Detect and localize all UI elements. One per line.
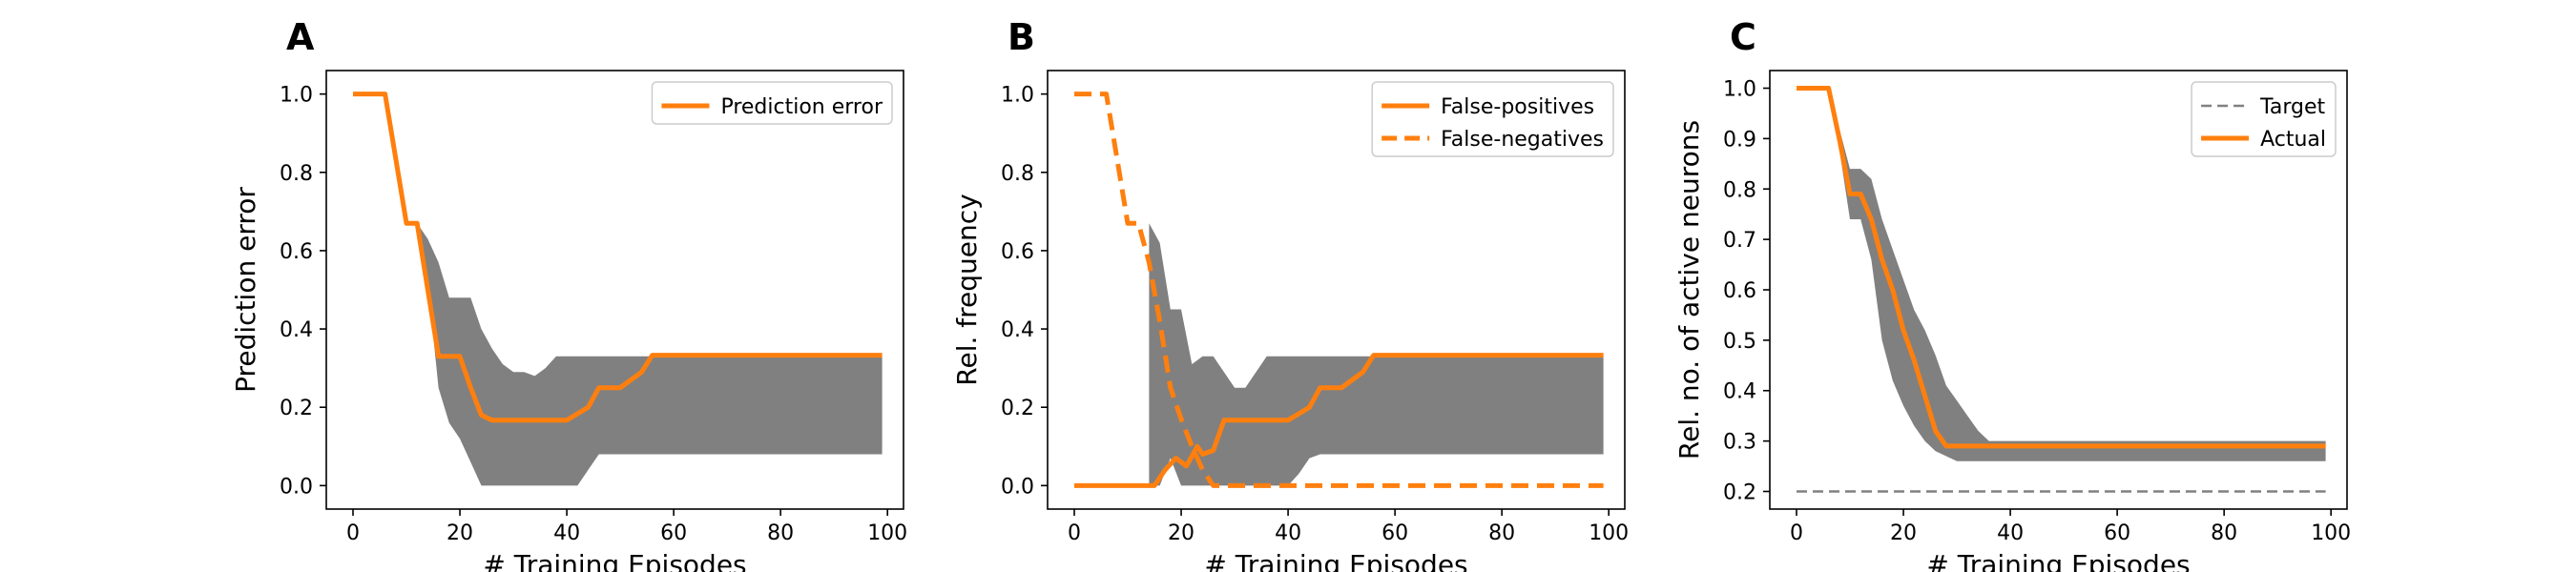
chart-b-x-tick-label: 60 <box>1381 521 1408 545</box>
chart-c-y-tick-label: 0.8 <box>1723 178 1756 202</box>
chart-b-y-tick-label: 0.6 <box>1001 240 1034 264</box>
chart-a-legend-label: Prediction error <box>720 95 883 119</box>
chart-c-y-tick-label: 0.4 <box>1723 380 1756 404</box>
chart-c-x-tick-label: 40 <box>1997 521 2024 545</box>
chart-b-legend: False-positives False-negatives <box>1371 81 1614 157</box>
chart-b-panel-letter: B <box>1008 16 1035 58</box>
chart-b-panel: B 0 20 40 60 80 100 0.0 0.2 0.4 0.6 0.8 1.0 # Trainin… <box>951 16 1629 572</box>
chart-a-y-tick-label: 0.4 <box>280 318 313 342</box>
chart-a-y-tick-label: 0.2 <box>280 397 313 420</box>
chart-b-x-tick-label: 0 <box>1068 521 1081 545</box>
chart-b-legend-label: False-negatives <box>1441 128 1604 152</box>
chart-c-panel: C 0 20 40 60 80 100 0.2 0.3 0.4 0.5 0.6 0.7 0.8 0.9 1.0… <box>1673 16 2351 572</box>
chart-a-axes-frame <box>325 70 904 510</box>
chart-c-y-axis-label: Rel. no. of active neurons <box>1673 120 1705 460</box>
chart-a-x-tick-label: 0 <box>346 521 360 545</box>
chart-a-y-tick-label: 0.6 <box>280 240 313 264</box>
chart-b-y-axis-label: Rel. frequency <box>951 194 983 385</box>
chart-a-y-axis-label: Prediction error <box>230 187 261 393</box>
chart-a-y-tick-label: 1.0 <box>280 84 313 108</box>
chart-c-legend-label: Target <box>2259 95 2325 119</box>
chart-c-legend: Target Actual <box>2191 81 2337 157</box>
chart-b-y-tick-label: 0.8 <box>1001 162 1034 186</box>
chart-c-y-tick-label: 0.2 <box>1723 480 1756 504</box>
chart-c-y-tick-label: 1.0 <box>1723 78 1756 102</box>
chart-c-panel-letter: C <box>1730 16 1756 58</box>
chart-b-x-tick-label: 20 <box>1168 521 1195 545</box>
chart-b-x-axis-label: # Training Episodes <box>1204 549 1467 572</box>
chart-c-y-tick-label: 0.6 <box>1723 279 1756 303</box>
chart-a-x-axis-label: # Training Episodes <box>483 549 746 572</box>
chart-a-y-tick-label: 0.8 <box>280 162 313 186</box>
chart-b-x-tick-label: 40 <box>1275 521 1301 545</box>
chart-b-legend-frame <box>1371 81 1614 157</box>
chart-a-x-tick-label: 80 <box>767 521 794 545</box>
chart-a-y-tick-label: 0.0 <box>280 475 313 499</box>
chart-b-x-tick-label: 100 <box>1589 521 1629 545</box>
chart-b-axes-frame <box>1047 70 1626 510</box>
chart-a-legend-frame <box>651 81 893 125</box>
chart-b-y-tick-label: 0.4 <box>1001 318 1034 342</box>
chart-a-panel: A 0 20 40 60 80 100 0.0 0.2 0.4 0.6 0.8 1.0 # Trainin… <box>230 16 907 572</box>
chart-c-x-tick-label: 100 <box>2311 521 2351 545</box>
chart-b-series-false-positives-line <box>1074 353 1604 488</box>
chart-c-x-tick-label: 20 <box>1890 521 1917 545</box>
chart-a-x-tick-label: 20 <box>447 521 473 545</box>
chart-a-panel-letter: A <box>286 16 315 58</box>
chart-b-y-tick-label: 0.0 <box>1001 475 1034 499</box>
chart-c-x-tick-label: 0 <box>1790 521 1803 545</box>
chart-b-series-false-negatives-line <box>1074 92 1604 488</box>
chart-b-x-tick-label: 80 <box>1488 521 1515 545</box>
chart-a-legend: Prediction error <box>651 81 893 125</box>
chart-b-y-tick-label: 1.0 <box>1001 84 1034 108</box>
chart-b-legend-label: False-positives <box>1441 95 1594 119</box>
chart-a-series-prediction-error-line <box>353 92 883 423</box>
chart-c-x-tick-label: 60 <box>2104 521 2130 545</box>
chart-c-x-axis-label: # Training Episodes <box>1926 549 2190 572</box>
chart-c-y-tick-label: 0.5 <box>1723 330 1756 354</box>
chart-c-legend-label: Actual <box>2260 128 2326 152</box>
chart-c-y-tick-label: 0.7 <box>1723 229 1756 253</box>
chart-a-x-tick-label: 60 <box>660 521 687 545</box>
chart-c-y-tick-label: 0.3 <box>1723 431 1756 455</box>
chart-b-y-tick-label: 0.2 <box>1001 397 1034 420</box>
chart-c-x-tick-label: 80 <box>2211 521 2237 545</box>
chart-a-x-tick-label: 40 <box>553 521 580 545</box>
chart-c-series-actual-line <box>1797 86 2326 449</box>
chart-c-y-tick-label: 0.9 <box>1723 128 1756 152</box>
chart-a-x-tick-label: 100 <box>867 521 907 545</box>
